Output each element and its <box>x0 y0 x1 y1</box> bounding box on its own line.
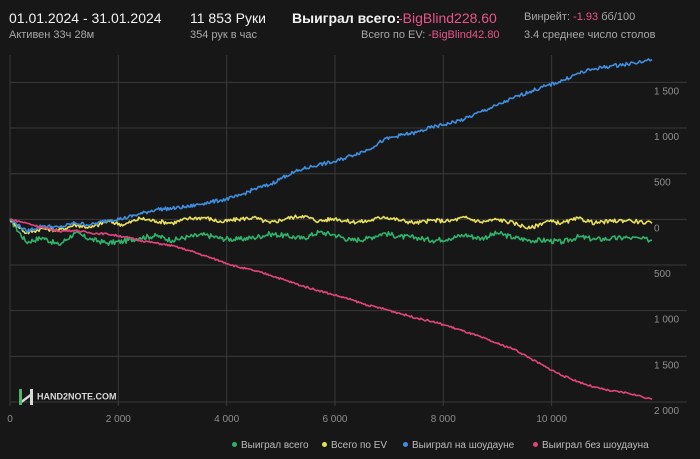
legend-nonshowdown[interactable]: Выиграл без шоудауна <box>533 440 649 451</box>
ev-total-label: Всего по EV: <box>361 29 426 41</box>
legend-nonshowdown-label: Выиграл без шоудауна <box>542 440 649 451</box>
legend-ev[interactable]: Всего по EV <box>322 440 387 451</box>
y-tick-label: 500 <box>654 178 671 189</box>
series-line-3 <box>9 218 653 401</box>
x-tick-label: 4 000 <box>214 414 239 425</box>
y-tick-label: 0 <box>654 223 660 234</box>
y-tick-label: 1 000 <box>654 132 679 143</box>
legend-won-label: Выиграл всего <box>241 440 309 451</box>
won-total-value: -BigBlind228.60 <box>398 10 497 26</box>
logo: HAND2NOTE.COM <box>18 388 117 406</box>
winrate-unit: бб/100 <box>601 11 636 23</box>
legend-showdown-marker <box>403 441 408 447</box>
won-total-label: Выиграл всего: <box>292 10 401 26</box>
hands-per-hour: 354 рук в час <box>190 29 258 41</box>
winrate-value: -1.93 <box>573 11 599 23</box>
winrate-label: Винрейт: <box>524 11 571 23</box>
legend-ev-label: Всего по EV <box>331 440 388 451</box>
legend-won-marker <box>232 441 237 447</box>
series-line-2 <box>9 58 653 234</box>
active-time: Активен 33ч 28м <box>9 29 95 41</box>
y-tick-label: 1 000 <box>654 315 679 326</box>
series-line-1 <box>9 214 653 235</box>
ev-total-value: -BigBlind42.80 <box>428 29 500 41</box>
y-tick-label: 1 500 <box>654 360 679 371</box>
legend-won[interactable]: Выиграл всего <box>232 440 309 451</box>
y-tick-label: 2 000 <box>654 406 679 417</box>
x-tick-label: 10 000 <box>536 414 567 425</box>
x-tick-label: 0 <box>7 414 13 425</box>
winrate: Винрейт: -1.93 бб/100 <box>524 11 635 23</box>
avg-tables: 3.4 среднее число столов <box>524 29 656 41</box>
x-tick-label: 2 000 <box>106 414 131 425</box>
y-tick-label: 1 500 <box>654 86 679 97</box>
hands-count: 11 853 Руки <box>190 10 266 26</box>
x-tick-label: 8 000 <box>431 414 456 425</box>
y-tick-label: 500 <box>654 269 671 280</box>
date-range: 01.01.2024 - 31.01.2024 <box>9 10 162 26</box>
legend-showdown-label: Выиграл на шоудауне <box>412 440 515 451</box>
legend-nonshowdown-marker <box>533 441 538 447</box>
logo-text: HAND2NOTE.COM <box>37 391 117 402</box>
x-tick-label: 6 000 <box>322 414 347 425</box>
legend-showdown[interactable]: Выиграл на шоудауне <box>403 440 514 451</box>
logo-icon <box>19 389 33 405</box>
series-line-0 <box>9 218 653 246</box>
legend-ev-marker <box>322 441 327 447</box>
